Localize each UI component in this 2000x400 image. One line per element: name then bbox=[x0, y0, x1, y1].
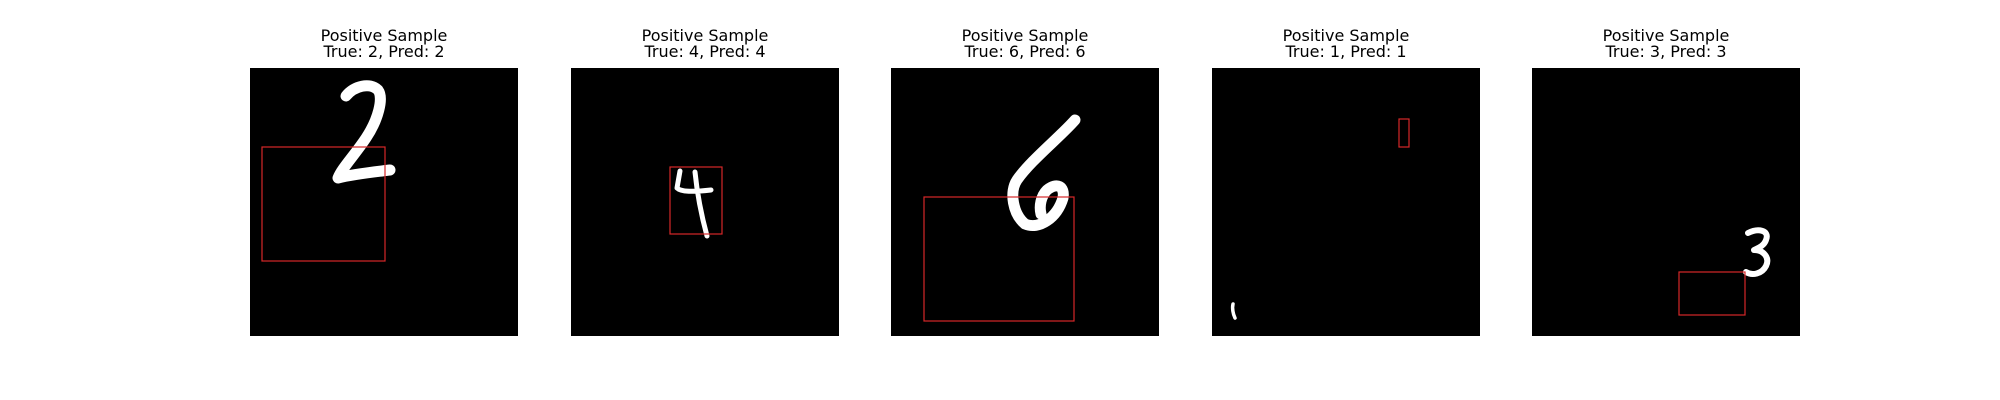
digit-stroke bbox=[1743, 227, 1771, 277]
panel-1: Positive Sample True: 2, Pred: 2 bbox=[250, 0, 518, 400]
panel-4: Positive Sample True: 1, Pred: 1 bbox=[1212, 0, 1480, 400]
panel-title-text: Positive Sample bbox=[320, 26, 448, 45]
panel-5: Positive Sample True: 3, Pred: 3 bbox=[1532, 0, 1800, 400]
panel-subtitle-text: True: 2, Pred: 2 bbox=[323, 42, 445, 61]
digit-stroke bbox=[1007, 114, 1081, 231]
sample-image bbox=[250, 68, 518, 336]
panel-subtitle-text: True: 1, Pred: 1 bbox=[1285, 42, 1407, 61]
panel-title: Positive Sample True: 3, Pred: 3 bbox=[1492, 28, 1840, 60]
sample-image bbox=[1212, 68, 1480, 336]
panel-title: Positive Sample True: 2, Pred: 2 bbox=[210, 28, 558, 60]
sample-image bbox=[571, 68, 839, 336]
bounding-box bbox=[669, 166, 723, 235]
bounding-box bbox=[1678, 271, 1746, 316]
panel-subtitle-text: True: 4, Pred: 4 bbox=[644, 42, 766, 61]
panel-2: Positive Sample True: 4, Pred: 4 bbox=[571, 0, 839, 400]
sample-image-canvas bbox=[1230, 118, 1410, 320]
bounding-box bbox=[1398, 118, 1410, 148]
panel-title: Positive Sample True: 1, Pred: 1 bbox=[1172, 28, 1520, 60]
panel-3: Positive Sample True: 6, Pred: 6 bbox=[891, 0, 1159, 400]
panel-subtitle-text: True: 6, Pred: 6 bbox=[964, 42, 1086, 61]
digit-stroke bbox=[674, 168, 714, 239]
panel-title-text: Positive Sample bbox=[1602, 26, 1730, 45]
panel-title-text: Positive Sample bbox=[1282, 26, 1410, 45]
panel-title-text: Positive Sample bbox=[961, 26, 1089, 45]
sample-image-canvas bbox=[923, 114, 1081, 322]
panel-subtitle-text: True: 3, Pred: 3 bbox=[1605, 42, 1727, 61]
sample-image bbox=[891, 68, 1159, 336]
sample-image bbox=[1532, 68, 1800, 336]
digit-stroke bbox=[1230, 302, 1237, 320]
sample-image-canvas bbox=[669, 166, 723, 239]
panel-title: Positive Sample True: 6, Pred: 6 bbox=[851, 28, 1199, 60]
bounding-box bbox=[923, 196, 1075, 322]
digit-stroke bbox=[332, 80, 396, 184]
sample-image-canvas bbox=[1678, 227, 1771, 316]
sample-image-canvas bbox=[261, 80, 396, 262]
bounding-box bbox=[261, 146, 386, 262]
panel-title: Positive Sample True: 4, Pred: 4 bbox=[531, 28, 879, 60]
panel-title-text: Positive Sample bbox=[641, 26, 769, 45]
